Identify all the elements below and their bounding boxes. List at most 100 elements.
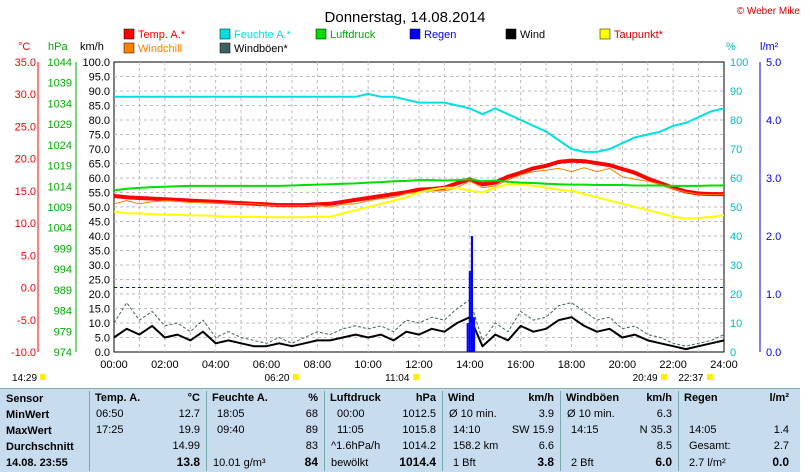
legend-swatch [219,42,231,54]
legend-swatch [123,28,135,40]
rain-column: Regen l/m² 14:05 1.4 Gesamt: 2.7 2.7 l/m… [679,389,795,472]
legend-swatch [409,28,421,40]
divider [206,391,207,471]
y-rain-tick: 5.0 [766,57,781,69]
divider [89,391,90,471]
legend-label: Regen [424,29,456,41]
rain-current: 0.0 [772,455,789,469]
humidity-absolute: 10.01 g/m³ [213,457,266,469]
y-kmh-tick: 65.0 [89,159,110,171]
y-left-axis-label: °C [18,41,30,53]
time-marker-label: 14:29 [12,373,37,384]
time-marker-dot [706,374,713,380]
y-kmh-tick: 80.0 [89,115,110,127]
wind-title: Wind [448,392,475,404]
time-marker-dot [413,374,420,380]
y-kmh-tick: 100.0 [82,57,110,69]
gust-max: N 35.3 [639,424,672,436]
series-line [113,316,725,351]
wind-max-time: 14:10 [453,424,481,436]
wind-avg10: 3.9 [538,408,554,420]
x-tick-label: 16:00 [507,359,535,371]
temp-unit: °C [187,392,200,404]
gust-avg: 8.5 [656,440,672,452]
legend-label: Luftdruck [330,29,376,41]
rain-total: 2.7 [773,440,789,452]
wind-distance: 158.2 km [453,440,499,452]
y-hpa-tick: 1024 [48,140,72,152]
legend-label: Windböen* [234,43,289,55]
rain-max: 1.4 [773,424,789,436]
axes: 35.0 30.0 25.0 20.0 15.0 10.0 5.0 0.0 -5.0 -10.0 1… [11,57,781,384]
time-marker-label: 06:20 [264,373,289,384]
legend-swatch [219,28,231,40]
temp-max: 19.9 [178,424,200,436]
pressure-max: 1015.8 [402,424,436,436]
temp-title: Temp. A. [95,392,141,404]
y-pct-tick: 30 [730,260,742,272]
x-tick-label: 06:00 [253,359,281,371]
pressure-avg: 1014.2 [402,440,436,452]
y-left-tick: 35.0 [15,57,36,69]
legend-label: Feuchte A.* [234,29,292,41]
humidity-max-time: 09:40 [217,424,245,436]
y-kmh-tick: 90.0 [89,86,110,98]
x-tick-label: 08:00 [304,359,332,371]
legend: Temp. A.* Feuchte A.* Luftdruck Regen Wind Ta… [123,28,664,55]
y-hpa-tick: 1009 [48,202,72,214]
series-layer [113,92,725,352]
y-kmh-tick: 70.0 [89,144,110,156]
row-labels-column: Sensor MinWert MaxWert Durchschnitt 14.0… [0,389,90,472]
y-pct-tick: 50 [730,202,742,214]
x-tick-label: 18:00 [558,359,586,371]
y-hpa-tick: 1029 [48,119,72,131]
y-kmh-tick: 85.0 [89,101,110,113]
gust-avg10-label: Ø 10 min. [567,408,615,420]
row-label-min: MinWert [6,409,50,421]
y-hpa-axis-label: hPa [48,41,68,53]
humidity-min: 68 [305,408,318,420]
rain-max-time: 14:05 [689,424,717,436]
y-pct-tick: 80 [730,115,742,127]
y-left-tick: 15.0 [15,186,36,198]
y-hpa-tick: 1019 [48,161,72,173]
y-kmh-tick: 20.0 [89,289,110,301]
time-marker-label: 22:37 [678,373,703,384]
humidity-current: 84 [304,455,318,469]
rain-bar [470,236,474,352]
y-pct-tick: 70 [730,144,742,156]
temp-current: 13.8 [176,455,200,469]
x-tick-label: 22:00 [659,359,687,371]
x-tick-label: 00:00 [100,359,128,371]
rain-total-label: Gesamt: [689,440,731,452]
gust-avg10: 6.3 [656,408,672,420]
y-hpa-tick: 994 [54,264,72,276]
legend-swatch [315,28,327,40]
wind-unit: km/h [528,392,554,404]
y-kmh-tick: 30.0 [89,260,110,272]
y-left-tick: 5.0 [21,250,36,262]
y-left-tick: 20.0 [15,154,36,166]
stats-table: Sensor MinWert MaxWert Durchschnitt 14.0… [0,388,800,472]
humidity-avg: 83 [305,440,318,452]
y-kmh-tick: 25.0 [89,275,110,287]
y-pct-axis-label: % [726,41,736,53]
time-marker-label: 20:49 [633,373,658,384]
grid [113,61,725,353]
temp-min: 12.7 [178,408,200,420]
wind-bft: 1 Bft [453,457,476,469]
gust-max-time: 14:15 [571,424,599,436]
y-hpa-tick: 1014 [48,181,72,193]
gust-current: 6.0 [655,455,672,469]
legend-label: Wind [520,29,545,41]
y-rain-axis-label: l/m² [760,41,779,53]
y-hpa-tick: 999 [54,243,72,255]
y-rain-tick: 0.0 [766,347,781,359]
y-pct-tick: 20 [730,289,742,301]
y-left-tick: 25.0 [15,121,36,133]
humidity-max: 89 [305,424,318,436]
temp-avg: 14.99 [172,440,200,452]
y-kmh-tick: 50.0 [89,202,110,214]
x-tick-label: 04:00 [202,359,230,371]
divider [324,391,325,471]
